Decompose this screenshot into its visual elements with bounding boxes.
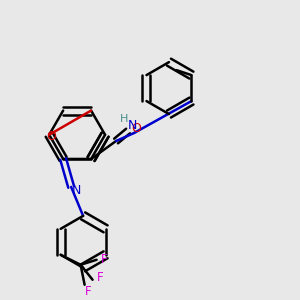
Text: H: H: [120, 114, 128, 124]
Text: O: O: [131, 122, 141, 134]
Text: F: F: [97, 271, 104, 284]
Text: O: O: [46, 130, 56, 143]
Text: N: N: [127, 118, 137, 131]
Text: F: F: [85, 285, 92, 298]
Text: F: F: [101, 253, 108, 266]
Text: N: N: [71, 184, 81, 197]
